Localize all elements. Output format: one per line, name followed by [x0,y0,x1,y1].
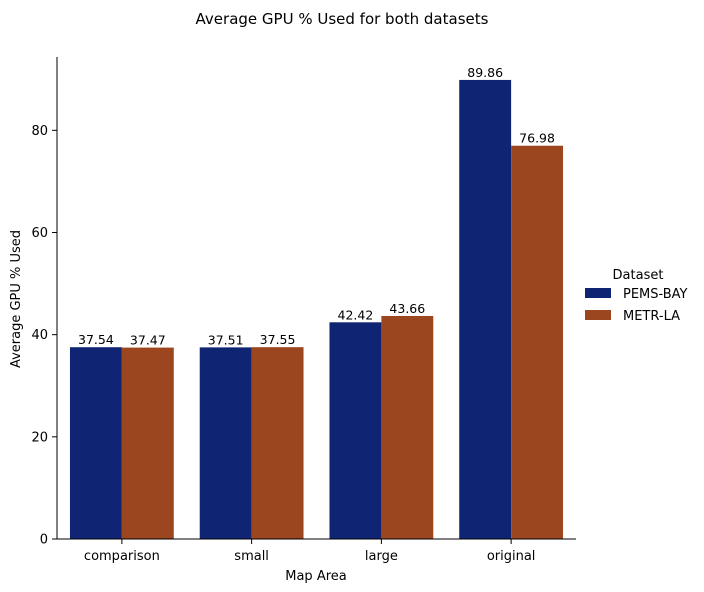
data-label-pems-bay-comparison: 37.54 [78,332,114,347]
legend: Dataset PEMS-BAY METR-LA [585,268,688,324]
x-axis-label: Map Area [285,569,346,584]
legend-label-pems-bay: PEMS-BAY [623,287,688,302]
bars-group [70,80,563,539]
bar-pems-bay-large [329,322,381,539]
y-tick-label: 0 [40,533,48,548]
y-tick-label: 40 [31,328,48,343]
bar-pems-bay-original [459,80,511,539]
bar-metr-la-large [381,316,433,539]
data-label-metr-la-comparison: 37.47 [130,333,166,348]
x-tick-label-small: small [234,549,269,564]
data-label-pems-bay-original: 89.86 [467,65,503,80]
bar-metr-la-original [511,146,563,539]
y-tick-label: 80 [31,124,48,139]
x-tick-label-large: large [365,549,398,564]
y-tick-label: 20 [31,430,48,445]
y-axis-label: Average GPU % Used [9,230,24,368]
y-tick-label: 60 [31,226,48,241]
data-label-pems-bay-small: 37.51 [208,332,244,347]
legend-swatch-metr-la [585,310,611,320]
x-axis: comparison small large original [57,539,576,564]
data-label-metr-la-large: 43.66 [389,301,425,316]
legend-title: Dataset [613,268,664,283]
chart-title: Average GPU % Used for both datasets [196,10,489,28]
x-tick-label-original: original [487,549,536,564]
data-label-pems-bay-large: 42.42 [338,307,374,322]
bar-metr-la-small [252,347,304,539]
bar-pems-bay-comparison [70,347,122,539]
x-tick-label-comparison: comparison [84,549,160,564]
data-label-metr-la-original: 76.98 [519,131,555,146]
legend-label-metr-la: METR-LA [623,309,680,324]
data-label-metr-la-small: 37.55 [260,332,296,347]
y-axis: 0 20 40 60 80 [31,57,57,548]
bar-metr-la-comparison [122,348,174,539]
bar-pems-bay-small [200,347,252,539]
legend-swatch-pems-bay [585,288,611,298]
